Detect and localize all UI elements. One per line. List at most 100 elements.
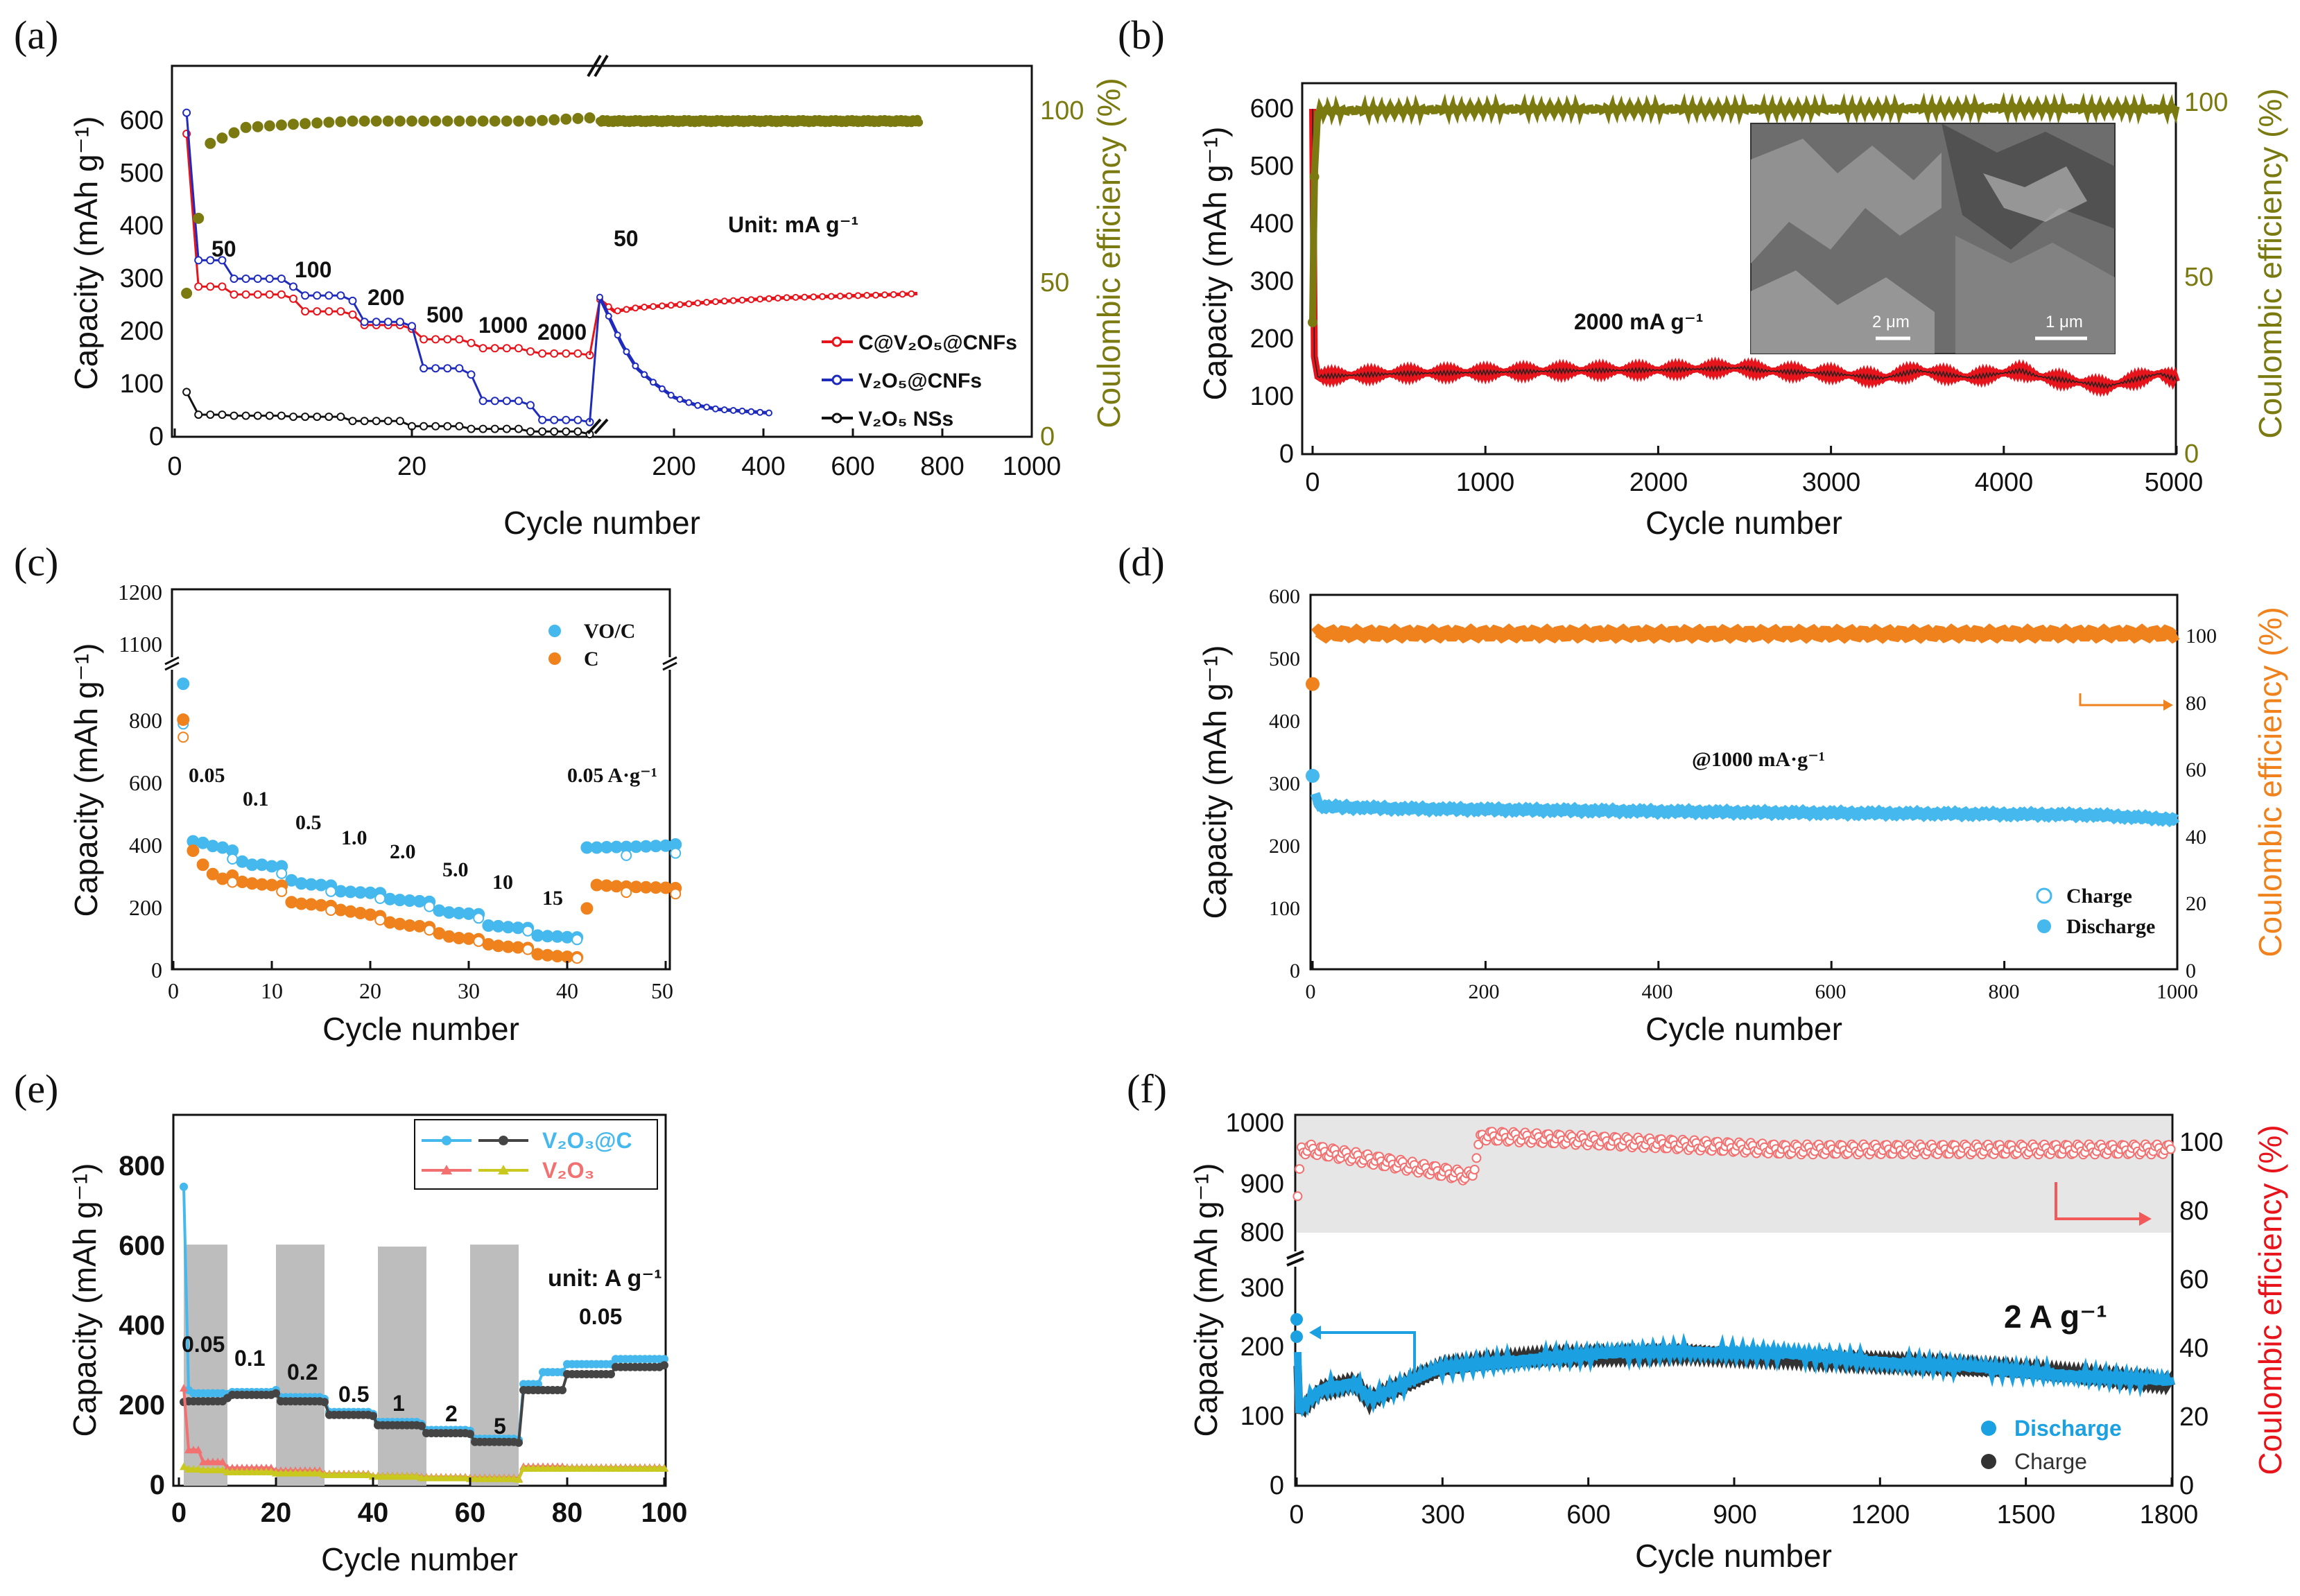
plot-b — [1308, 92, 2180, 454]
panel-label-c: (c) — [14, 539, 58, 584]
series-a-ce-pt-15 — [358, 115, 370, 127]
y2-tick-a-50: 50 — [1040, 268, 1069, 297]
series-a-1-lpt-5 — [641, 371, 648, 379]
series-a-1-jump — [589, 297, 601, 422]
x-tick-a-400: 400 — [741, 452, 785, 481]
y2-tick-f-80: 80 — [2179, 1197, 2208, 1226]
rate-label-a-1000: 1000 — [478, 313, 528, 338]
series-a-1-pt-14 — [348, 296, 357, 305]
series-a-ce-pt-33 — [572, 112, 584, 124]
rate-label-a-100: 100 — [295, 257, 331, 282]
series-a-1-pt-23 — [455, 364, 464, 373]
series-a-0-pt-30 — [538, 349, 547, 358]
series-c-1-charge-7 — [522, 944, 534, 955]
series-a-0-pt-13 — [336, 307, 345, 316]
series-a-1-lpt-8 — [667, 392, 675, 399]
series-a-2-pt-16 — [372, 417, 381, 426]
rate-label-c-0.5: 0.5 — [295, 811, 322, 834]
panel-label-f: (f) — [1127, 1066, 1167, 1111]
series-a-2-pt-29 — [526, 427, 535, 436]
series-a-0-lpt-21 — [783, 294, 790, 302]
series-c-0-charge-3 — [325, 885, 337, 897]
series-c-1-pt-41 — [580, 902, 594, 915]
series-a-2-pt-22 — [443, 422, 452, 431]
capacity-arrow-f — [1309, 1326, 1416, 1387]
series-a-ce-pt-3 — [216, 132, 228, 144]
y2-tick-f-0: 0 — [2179, 1471, 2194, 1500]
series-b-ce-initial-0 — [1308, 318, 1317, 327]
y-tick-f-300: 300 — [1240, 1274, 1284, 1303]
series-e-1-pt-88 — [607, 1370, 615, 1378]
series-a-2-pt-27 — [502, 424, 511, 433]
series-a-1-pt-27 — [502, 397, 511, 406]
series-c-0-charge-4 — [374, 892, 386, 904]
series-a-1-lpt-15 — [729, 407, 737, 414]
series-a-ce-pt-30 — [537, 114, 548, 126]
series-e-3-pt-58 — [461, 1473, 469, 1482]
x-tick-b-2000: 2000 — [1629, 468, 1688, 497]
series-a-1-pt-17 — [383, 318, 392, 327]
unit-label-a: Unit: mA g⁻¹ — [728, 212, 858, 237]
series-a-2-pt-25 — [478, 424, 487, 433]
series-a-0-pt-4 — [230, 290, 239, 299]
legend-label-a-1: V₂O₅@CNFs — [858, 370, 982, 392]
series-a-ce-long-215 — [915, 118, 924, 127]
series-a-0-lpt-24 — [810, 293, 818, 301]
y-tick-b-200: 200 — [1250, 324, 1294, 354]
panel-d: (d) @1000 mA·g⁻¹ 0 100 200 300 400 500 6… — [1118, 539, 2288, 1047]
series-a-1-pt-30 — [538, 415, 547, 424]
series-e-3-pt-18 — [267, 1467, 275, 1475]
series-a-ce-pt-24 — [465, 115, 477, 127]
series-a-1-pt-13 — [336, 291, 345, 300]
series-a-1-pt-32 — [562, 415, 571, 424]
panel-label-b: (b) — [1118, 12, 1165, 58]
series-e-3-pt-8 — [218, 1466, 227, 1473]
y-tick-b-500: 500 — [1250, 152, 1294, 181]
series-a-0-pt-21 — [431, 335, 440, 344]
series-f-ce-pt-0 — [1292, 1191, 1303, 1202]
series-a-2-pt-12 — [325, 413, 334, 422]
series-a-0-lpt-15 — [729, 297, 737, 304]
series-a-2-pt-18 — [395, 417, 404, 426]
series-a-1-lpt-12 — [703, 404, 711, 411]
series-a-2-pt-24 — [467, 424, 476, 433]
series-b-ce-initial-1 — [1309, 172, 1320, 182]
series-e-1-pt-19 — [272, 1389, 280, 1398]
series-a-ce-pt-2 — [205, 137, 216, 149]
series-e-2-pt-18 — [267, 1464, 275, 1472]
y-axis-label-e: Capacity (mAh g⁻¹) — [67, 1163, 103, 1437]
axis-break-a — [587, 54, 609, 435]
rate-label-b: 2000 mA g⁻¹ — [1574, 309, 1703, 334]
series-a-1-lpt-7 — [658, 385, 666, 392]
series-a-0-lpt-30 — [863, 292, 871, 299]
rate-label-a-2000: 2000 — [537, 320, 587, 345]
rate-label-c-2.0: 2.0 — [390, 840, 416, 863]
panel-label-e: (e) — [14, 1066, 58, 1111]
series-a-1-pt-12 — [325, 291, 334, 300]
series-a-1-lpt-0 — [596, 293, 603, 301]
series-a-2-pt-17 — [383, 417, 392, 426]
x-axis-label-c: Cycle number — [322, 1011, 519, 1047]
series-a-0-lpt-25 — [819, 293, 826, 300]
series-a-1-lpt-16 — [738, 407, 746, 415]
series-a-ce-pt-8 — [275, 119, 287, 131]
legend-f: Discharge Charge — [1981, 1416, 2122, 1474]
series-a-ce-pt-12 — [323, 116, 335, 128]
legend-label-f-1: Charge — [2014, 1449, 2087, 1474]
x-tick-f-1800: 1800 — [2140, 1500, 2199, 1529]
series-a-2-pt-30 — [538, 427, 547, 436]
series-a-1-pt-29 — [526, 401, 535, 410]
series-a-0-lpt-20 — [774, 295, 781, 302]
y-tick-b-0: 0 — [1279, 440, 1294, 469]
series-a-ce-pt-6 — [252, 121, 263, 132]
series-c-1-pt-2 — [196, 858, 209, 871]
series-a-0-lpt-4 — [632, 304, 639, 312]
series-a-1-lpt-18 — [756, 408, 764, 416]
y-tick-e-200: 200 — [119, 1390, 165, 1421]
panel-e: (e) 0.05 0.1 0.2 0.5 1 2 5 0.05 unit: A … — [14, 1066, 687, 1577]
series-a-ce-pt-10 — [300, 118, 311, 130]
series-f-discharge-line — [1293, 1333, 2175, 1418]
series-a-1-pt-26 — [490, 397, 499, 406]
series-a-0-pt-20 — [420, 335, 429, 344]
series-f-first-0 — [1290, 1313, 1303, 1326]
